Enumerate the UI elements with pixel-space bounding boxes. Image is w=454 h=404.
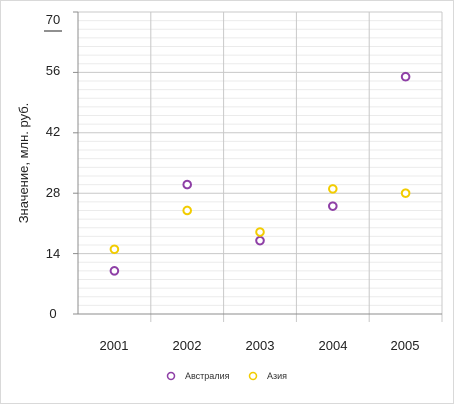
legend-marker-australia bbox=[166, 371, 176, 381]
grid-lines bbox=[73, 11, 443, 322]
x-tick-label: 2004 bbox=[319, 338, 348, 353]
y-tick-label: 14 bbox=[46, 246, 60, 261]
data-point-australia[interactable] bbox=[109, 266, 120, 276]
y-tick-label: 28 bbox=[46, 185, 60, 200]
data-point-australia[interactable] bbox=[182, 179, 192, 190]
data-point-asia[interactable] bbox=[328, 184, 338, 194]
x-tick-labels: 2001 2002 2003 2004 2005 bbox=[100, 338, 420, 353]
data-point-asia[interactable] bbox=[255, 227, 265, 237]
data-point-asia[interactable] bbox=[182, 205, 192, 216]
data-point-australia[interactable] bbox=[400, 71, 411, 82]
x-tick-label: 2002 bbox=[173, 338, 202, 353]
y-axis-title: Значение, млн. руб. bbox=[16, 103, 31, 224]
y-tick-label: 56 bbox=[46, 63, 60, 78]
x-tick-label: 2005 bbox=[391, 338, 420, 353]
legend-marker-asia bbox=[248, 371, 258, 381]
legend: Австралия Азия bbox=[166, 371, 287, 381]
data-point-asia[interactable] bbox=[400, 188, 411, 198]
x-tick-label: 2003 bbox=[246, 338, 275, 353]
y-tick-label: 70 bbox=[46, 12, 60, 27]
data-point-asia[interactable] bbox=[109, 244, 120, 255]
data-point-australia[interactable] bbox=[328, 201, 338, 211]
y-tick-labels: 0 14 28 42 56 70 bbox=[46, 12, 60, 321]
data-point-australia[interactable] bbox=[255, 235, 265, 246]
legend-label-asia: Азия bbox=[267, 371, 287, 381]
data-points bbox=[109, 71, 411, 276]
x-tick-label: 2001 bbox=[100, 338, 129, 353]
legend-label-australia: Австралия bbox=[185, 371, 230, 381]
axes: Значение, млн. руб. bbox=[16, 12, 442, 315]
y-tick-label: 0 bbox=[49, 306, 56, 321]
y-tick-label: 42 bbox=[46, 124, 60, 139]
